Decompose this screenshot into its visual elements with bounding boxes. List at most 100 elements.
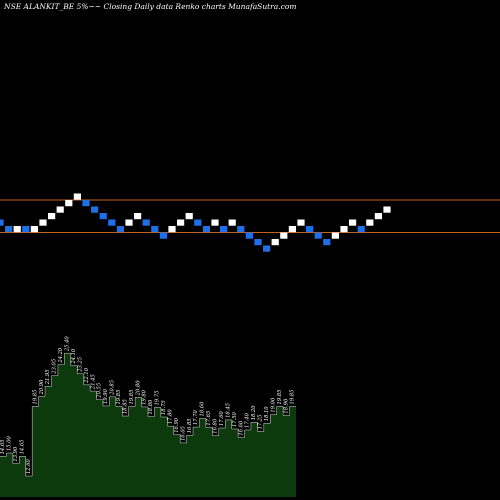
renko-brick-up (168, 226, 176, 233)
renko-brick-up (211, 219, 219, 226)
renko-brick-up (297, 219, 305, 226)
price-label: 24.10 (71, 348, 77, 365)
price-label: 16.05 (180, 426, 186, 441)
price-label: 21.45 (90, 374, 96, 390)
renko-brick-up (271, 239, 279, 246)
renko-brick-up (65, 200, 73, 207)
price-label: 21.95 (45, 369, 51, 385)
renko-brick-down (245, 232, 253, 239)
renko-brick-down (82, 200, 90, 207)
renko-brick-up (30, 226, 38, 233)
renko-brick-up (134, 213, 142, 220)
price-label: 18.60 (200, 401, 206, 417)
renko-brick-down (237, 226, 245, 233)
renko-brick-up (13, 226, 21, 233)
price-area (0, 352, 296, 497)
price-label: 19.80 (142, 389, 148, 405)
renko-brick-down (254, 239, 262, 246)
renko-brick-down (220, 226, 228, 233)
renko-brick-down (357, 226, 365, 233)
price-label: 19.85 (32, 390, 38, 405)
renko-brick-down (151, 226, 159, 233)
price-label: 19.85 (277, 390, 283, 405)
renko-brick-up (383, 206, 391, 213)
price-label: 17.40 (245, 412, 251, 428)
renko-brick-down (0, 219, 4, 226)
price-label: 16.80 (213, 418, 219, 434)
renko-brick-up (73, 193, 81, 200)
renko-brick-up (48, 213, 56, 220)
price-label: 18.75 (161, 400, 167, 415)
renko-brick-up (366, 219, 374, 226)
price-label: 22.10 (84, 367, 90, 384)
price-label: 18.45 (225, 403, 231, 418)
price-label: 14.65 (0, 440, 6, 455)
price-label: 17.80 (167, 409, 173, 425)
price-label: 20.85 (110, 380, 116, 396)
renko-brick-up (39, 219, 47, 226)
price-label: 18.80 (148, 399, 154, 415)
price-label: 17.60 (219, 410, 225, 426)
price-label: 19.00 (270, 397, 276, 413)
price-label: 23.25 (77, 357, 83, 373)
renko-brick-down (99, 213, 107, 220)
renko-brick-up (349, 219, 357, 226)
price-label: 19.85 (290, 390, 296, 405)
price-label: 16.90 (174, 417, 180, 433)
price-label: 20.55 (97, 383, 103, 399)
renko-brick-up (228, 219, 236, 226)
reference-lines (0, 199, 500, 233)
price-label: 18.90 (283, 398, 289, 414)
price-label: 17.70 (193, 410, 199, 426)
price-label: 18.85 (122, 399, 128, 414)
renko-brick-down (323, 239, 331, 246)
price-label: 18.20 (251, 405, 257, 421)
renko-brick-up (185, 213, 193, 220)
price-label: 17.65 (206, 411, 212, 426)
renko-brick-up (56, 206, 64, 213)
price-label: 19.75 (155, 391, 161, 406)
price-label: 20.80 (135, 380, 141, 397)
price-area-outline (0, 352, 296, 477)
price-label: 20.90 (39, 379, 45, 396)
renko-brick-down (142, 219, 150, 226)
renko-brick-up (177, 219, 185, 226)
renko-brick-down (91, 206, 99, 213)
price-label: 19.90 (103, 388, 109, 404)
price-label: 17.50 (232, 411, 238, 427)
chart-title: NSE ALANKIT_BE 5%~~ Closing Daily data R… (3, 2, 296, 11)
renko-brick-down (116, 226, 124, 233)
renko-brick-down (202, 226, 210, 233)
renko-brick-up (280, 232, 288, 239)
price-label: 19.85 (129, 390, 135, 405)
renko-brick-up (125, 219, 133, 226)
price-label: 16.85 (187, 418, 193, 433)
renko-brick-down (306, 226, 314, 233)
renko-brick-up (340, 226, 348, 233)
renko-brick-down (159, 232, 167, 239)
renko-brick-up (288, 226, 296, 233)
renko-brick-down (194, 219, 202, 226)
price-area-fill (0, 353, 296, 497)
renko-brick-down (22, 226, 30, 233)
renko-bricks (0, 193, 391, 252)
renko-brick-up (331, 232, 339, 239)
price-label: 23.05 (52, 359, 58, 375)
renko-brick-up (374, 213, 382, 220)
price-label: 19.85 (116, 390, 122, 405)
price-label: 18.10 (264, 406, 270, 422)
price-label: 14.65 (19, 440, 25, 455)
price-label: 12.60 (26, 458, 32, 474)
renko-brick-down (5, 226, 13, 233)
price-label: 25.40 (65, 336, 71, 353)
renko-brick-down (314, 232, 322, 239)
renko-brick-down (263, 245, 271, 252)
price-label: 13.90 (13, 446, 19, 462)
price-label: 15.00 (7, 435, 13, 451)
price-label: 16.60 (238, 420, 244, 436)
renko-brick-down (108, 219, 116, 226)
price-label: 17.25 (258, 415, 264, 430)
